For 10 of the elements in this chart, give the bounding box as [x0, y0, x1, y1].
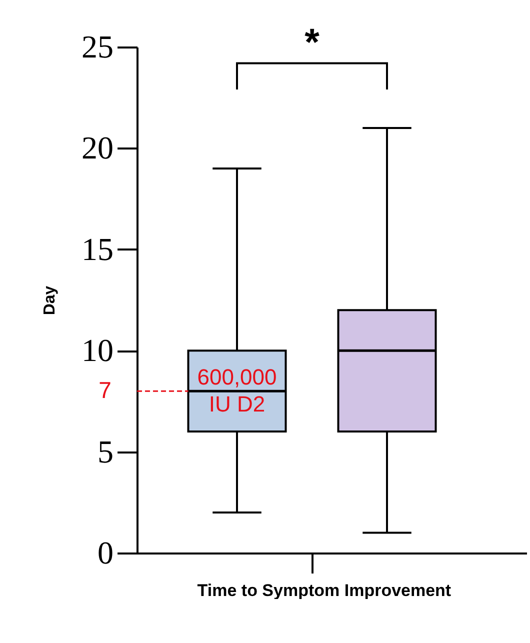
y-axis-title: Day — [42, 286, 58, 316]
y-tick-label: 5 — [98, 433, 114, 470]
y-tick-label: 20 — [82, 130, 114, 166]
annotation: * — [304, 22, 320, 64]
y-tick-label: 0 — [98, 534, 114, 570]
y-tick-label: 10 — [82, 332, 114, 368]
y-tick-label: 25 — [82, 28, 114, 64]
series-label: 600,000 IU D2 — [197, 364, 277, 417]
text: 7 — [98, 377, 112, 404]
y-tick-label: 15 — [82, 230, 114, 267]
